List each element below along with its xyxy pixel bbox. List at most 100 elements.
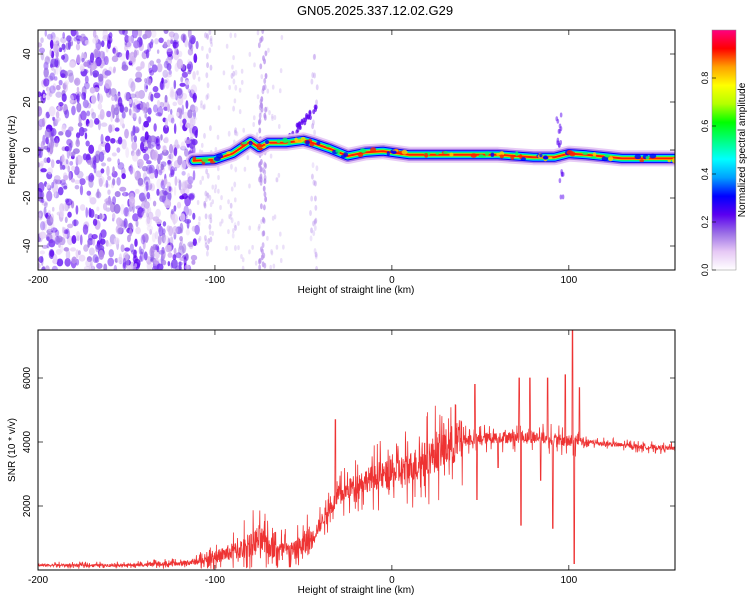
noise-blob <box>131 112 135 119</box>
band-blob <box>307 114 311 120</box>
noise-blob <box>61 43 66 50</box>
noise-blob <box>65 198 73 206</box>
spectrogram-x-tick-label: -200 <box>28 275 48 286</box>
ridge-speckle <box>566 149 573 156</box>
noise-blob <box>241 257 245 263</box>
noise-blob <box>61 54 66 60</box>
noise-blob <box>79 37 85 42</box>
noise-blob <box>100 122 108 127</box>
noise-blob <box>163 178 167 186</box>
noise-blob <box>84 75 89 84</box>
band-blob <box>204 213 208 220</box>
band-blob <box>231 232 235 239</box>
band-blob <box>561 171 565 177</box>
noise-blob <box>104 70 112 76</box>
noise-blob <box>168 173 173 178</box>
noise-blob <box>129 166 135 174</box>
noise-blob <box>197 221 201 227</box>
noise-blob <box>55 91 63 98</box>
noise-blob <box>68 61 76 68</box>
noise-blob <box>162 221 167 227</box>
noise-blob <box>38 210 44 219</box>
noise-blob <box>159 189 166 200</box>
noise-blob <box>163 30 169 34</box>
noise-blob <box>266 88 270 94</box>
noise-blob <box>65 249 71 261</box>
noise-blob <box>121 64 129 72</box>
noise-blob <box>45 182 51 189</box>
band-blob <box>205 250 209 257</box>
noise-blob <box>62 31 66 39</box>
noise-blob <box>181 170 186 176</box>
noise-blob <box>117 97 123 107</box>
band-blob <box>313 218 317 225</box>
noise-blob <box>155 244 160 251</box>
ridge-speckle <box>639 159 645 163</box>
spectrogram-x-tick-label: -100 <box>205 275 225 286</box>
noise-blob <box>68 150 72 157</box>
noise-blob <box>248 249 251 255</box>
band-blob <box>205 94 209 101</box>
noise-blob <box>184 148 189 157</box>
noise-blob <box>119 52 126 61</box>
noise-blob <box>52 36 60 45</box>
noise-blob <box>53 175 61 183</box>
noise-blob <box>144 30 152 39</box>
noise-blob <box>134 188 140 194</box>
noise-blob <box>156 178 163 190</box>
noise-blob <box>185 228 190 236</box>
noise-blob <box>55 84 61 91</box>
noise-blob <box>92 159 97 170</box>
noise-blob <box>38 146 42 157</box>
noise-blob <box>107 257 115 267</box>
noise-blob <box>158 169 163 176</box>
ridge-speckle <box>241 141 248 145</box>
ridge-speckle <box>201 157 209 163</box>
snr-plot-area <box>38 330 675 570</box>
noise-blob <box>210 42 213 48</box>
noise-blob <box>94 43 102 50</box>
noise-blob <box>160 134 163 141</box>
noise-blob <box>108 249 114 258</box>
noise-blob <box>242 127 246 133</box>
noise-blob <box>49 250 55 258</box>
ridge-speckle <box>543 155 548 160</box>
ridge-speckle <box>424 152 429 158</box>
noise-blob <box>173 79 177 90</box>
noise-blob <box>61 164 66 170</box>
noise-blob <box>75 249 79 259</box>
noise-blob <box>111 95 115 102</box>
band-blob <box>232 70 236 77</box>
snr-y-label: SNR (10 * v/v) <box>7 418 18 482</box>
noise-blob <box>186 63 192 70</box>
noise-blob <box>131 30 139 39</box>
noise-blob <box>50 227 58 233</box>
band-blob <box>263 174 267 181</box>
noise-blob <box>144 131 149 141</box>
noise-blob <box>217 188 220 194</box>
noise-blob <box>45 111 50 119</box>
noise-blob <box>61 226 65 234</box>
noise-blob <box>97 103 103 110</box>
noise-blob <box>106 157 112 162</box>
noise-blob <box>184 80 190 86</box>
noise-blob <box>47 226 54 232</box>
noise-blob <box>187 109 193 119</box>
noise-blob <box>86 256 92 263</box>
band-blob <box>203 103 206 110</box>
band-blob <box>555 116 559 122</box>
noise-blob <box>114 49 119 57</box>
noise-blob <box>91 112 97 119</box>
noise-blob <box>154 231 159 240</box>
ridge-speckle <box>287 140 291 145</box>
ridge-speckle <box>343 152 349 158</box>
noise-blob <box>124 91 130 101</box>
noise-blob <box>143 146 149 151</box>
noise-blob <box>150 93 154 102</box>
noise-blob <box>190 36 195 45</box>
noise-blob <box>117 136 123 145</box>
noise-blob <box>232 228 235 234</box>
band-blob <box>312 220 315 227</box>
noise-blob <box>94 154 100 164</box>
noise-blob <box>83 265 91 270</box>
